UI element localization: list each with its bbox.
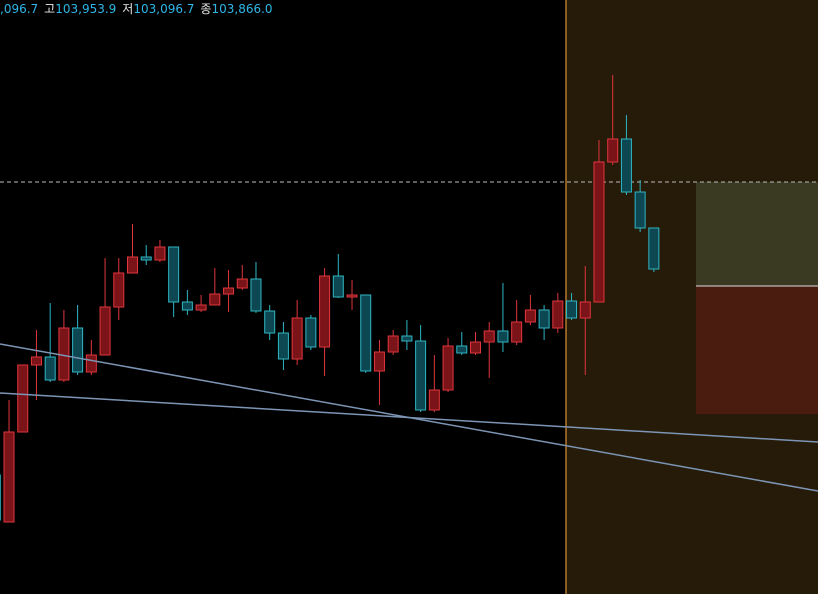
candle-body <box>524 309 536 323</box>
candle-body <box>264 310 276 334</box>
candle-body <box>346 294 358 298</box>
candle-body <box>113 272 125 308</box>
legend-label: 종 <box>200 2 211 16</box>
candle-body <box>277 332 289 360</box>
candle-body <box>648 227 660 270</box>
candle-body <box>58 327 70 381</box>
candle-body <box>154 246 166 261</box>
stop-box <box>696 286 818 414</box>
candle-body <box>250 278 262 312</box>
legend-label: 저 <box>122 2 133 16</box>
candle-body <box>579 301 591 319</box>
candle-body <box>305 317 317 348</box>
candle-body <box>401 335 413 342</box>
candle-body <box>634 191 646 229</box>
legend-value: ,096.7 <box>0 2 38 16</box>
candle-body <box>99 306 111 356</box>
candle-body <box>593 161 605 303</box>
candle-body <box>497 330 509 343</box>
candle-body <box>127 256 138 274</box>
candle-body <box>195 304 207 311</box>
candle-body <box>72 327 84 373</box>
candle-body <box>30 356 42 366</box>
candle-body <box>387 335 399 353</box>
ohlc-legend: ,096.7 고103,953.9 저103,096.7 종103,866.0 <box>0 2 273 16</box>
candle-body <box>511 321 523 343</box>
candle-body <box>470 341 481 354</box>
candle-body <box>607 138 619 163</box>
candle-body <box>223 287 235 295</box>
legend-label: 고 <box>44 2 55 16</box>
legend-value: 103,953.9 <box>55 2 116 16</box>
candle-body <box>566 300 578 319</box>
candle-body <box>17 364 29 433</box>
target-box <box>696 182 818 286</box>
candle-body <box>332 275 344 298</box>
candle-body <box>373 351 385 372</box>
candle-body <box>140 256 152 261</box>
candle-body <box>209 293 221 306</box>
candle-body <box>85 354 97 373</box>
candle-body <box>360 294 372 372</box>
legend-value: 103,866.0 <box>211 2 272 16</box>
candle-body <box>291 317 303 360</box>
legend-value: 103,096.7 <box>133 2 194 16</box>
candle-body <box>3 431 15 523</box>
candle-body <box>552 300 564 329</box>
candle-body <box>236 278 248 289</box>
candle-body <box>620 138 632 193</box>
candle-body <box>428 389 440 411</box>
candle-body <box>483 330 495 343</box>
candles <box>0 75 660 523</box>
candle-body <box>538 309 550 329</box>
candle-body <box>44 356 56 381</box>
candle-body <box>319 275 331 348</box>
trend-line <box>0 392 818 443</box>
candle-body <box>442 345 454 391</box>
candle-body <box>415 340 427 411</box>
candle-body <box>456 345 468 354</box>
candle-body <box>181 301 193 311</box>
candle-body <box>168 246 180 303</box>
